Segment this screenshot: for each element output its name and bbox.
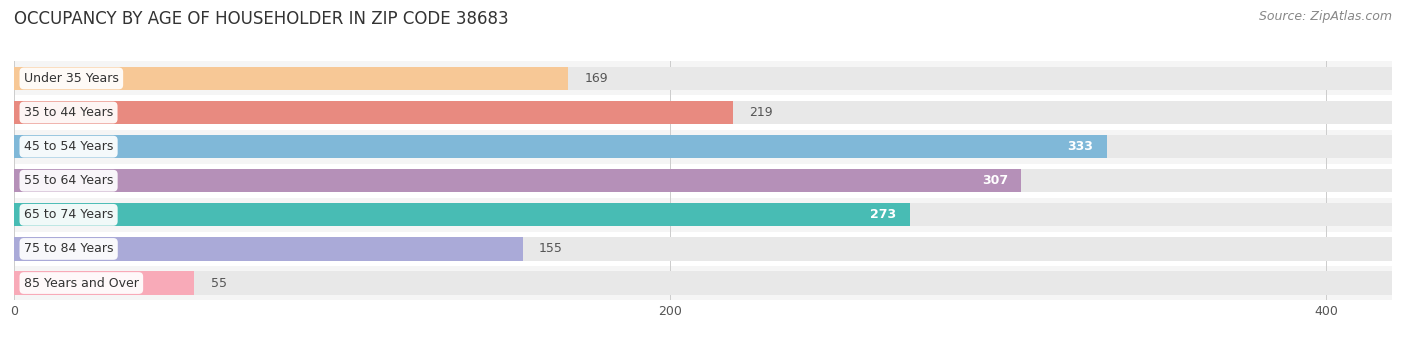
Bar [14, 266, 1392, 300]
Bar [14, 237, 523, 261]
Bar [14, 135, 1392, 158]
Text: 219: 219 [749, 106, 772, 119]
Text: 45 to 54 Years: 45 to 54 Years [24, 140, 114, 153]
Bar [14, 95, 1392, 130]
Bar [14, 135, 1107, 158]
Bar [14, 101, 1392, 124]
Text: 85 Years and Over: 85 Years and Over [24, 277, 139, 290]
Bar [14, 101, 733, 124]
Text: 333: 333 [1067, 140, 1094, 153]
Bar [14, 169, 1392, 192]
Text: 75 to 84 Years: 75 to 84 Years [24, 242, 114, 255]
Text: 169: 169 [585, 72, 609, 85]
Bar [14, 130, 1392, 164]
Bar [14, 61, 1392, 95]
Bar [14, 237, 1392, 261]
Text: Source: ZipAtlas.com: Source: ZipAtlas.com [1258, 10, 1392, 23]
Bar [14, 198, 1392, 232]
Text: 65 to 74 Years: 65 to 74 Years [24, 208, 114, 221]
Bar [14, 203, 910, 226]
Bar [14, 67, 568, 90]
Bar [14, 67, 1392, 90]
Text: 307: 307 [981, 174, 1008, 187]
Bar [14, 203, 1392, 226]
Text: 55 to 64 Years: 55 to 64 Years [24, 174, 114, 187]
Bar [14, 169, 1021, 192]
Text: Under 35 Years: Under 35 Years [24, 72, 118, 85]
Text: 55: 55 [211, 277, 226, 290]
Bar [14, 271, 1392, 295]
Bar [14, 164, 1392, 198]
Text: OCCUPANCY BY AGE OF HOUSEHOLDER IN ZIP CODE 38683: OCCUPANCY BY AGE OF HOUSEHOLDER IN ZIP C… [14, 10, 509, 28]
Text: 273: 273 [870, 208, 897, 221]
Bar [14, 271, 194, 295]
Text: 155: 155 [538, 242, 562, 255]
Text: 35 to 44 Years: 35 to 44 Years [24, 106, 112, 119]
Bar [14, 232, 1392, 266]
